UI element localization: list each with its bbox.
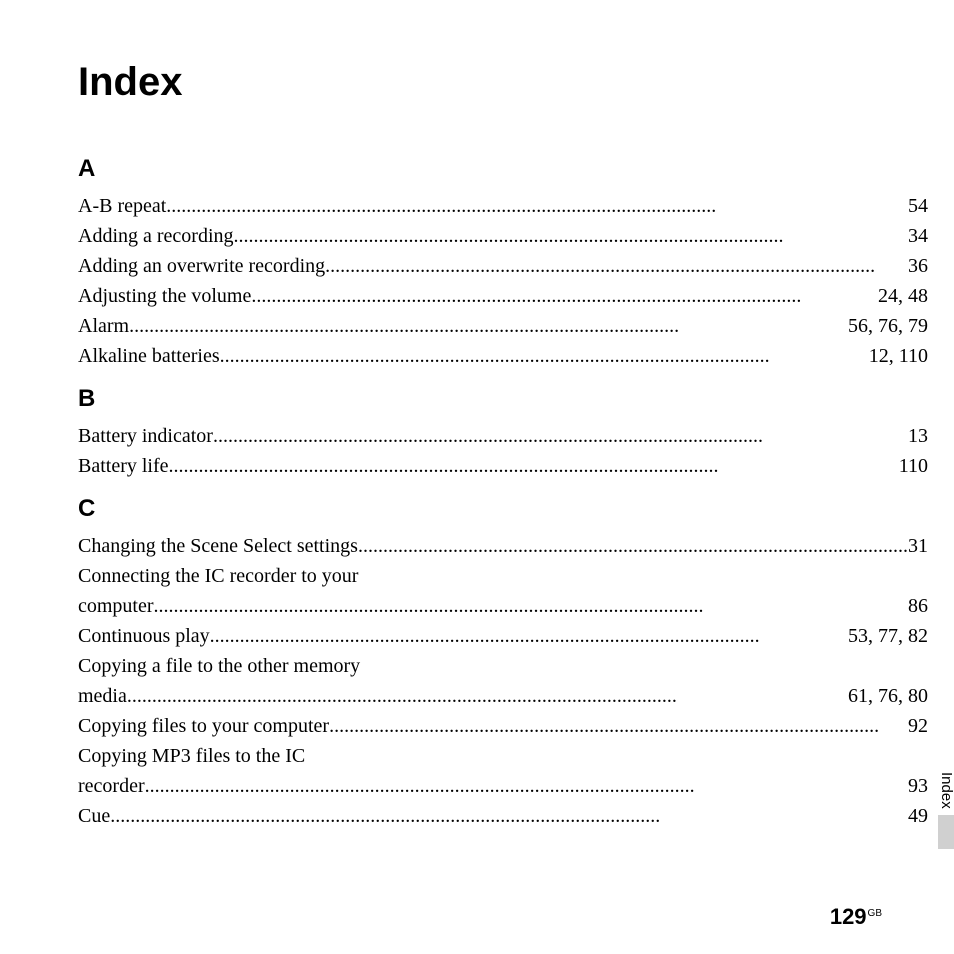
page-number-value: 129 — [830, 904, 867, 929]
index-entry-line: Battery life 110 — [78, 451, 928, 481]
index-entry-leader — [127, 681, 848, 711]
index-entry-line: Changing the Scene Select settings 31 — [78, 531, 928, 561]
index-entry-label: Adjusting the volume — [78, 281, 251, 311]
index-entry-leader — [251, 281, 878, 311]
index-entry-pages: 31 — [908, 531, 928, 561]
index-entry-leader — [129, 311, 848, 341]
index-entry-line: A-B repeat 54 — [78, 191, 928, 221]
side-tab: Index — [938, 772, 954, 849]
index-entry-label: Adding an overwrite recording — [78, 251, 325, 281]
index-entry-label: Battery life — [78, 451, 169, 481]
index-entry-line: Connecting the IC recorder to your — [78, 561, 928, 591]
index-entry-line: Alkaline batteries 12, 110 — [78, 341, 928, 371]
section-letter: B — [78, 385, 928, 413]
index-entry-leader — [234, 221, 908, 251]
section-letter: A — [78, 155, 928, 183]
index-entry-pages: 49 — [908, 801, 928, 831]
index-entry-label: Cue — [78, 801, 110, 831]
index-entry-pages: 24, 48 — [878, 281, 928, 311]
index-entry-label: A-B repeat — [78, 191, 166, 221]
index-entry-label: Copying a file to the other memory — [78, 651, 360, 681]
index-entry-label: Continuous play — [78, 621, 210, 651]
index-entry-leader — [220, 341, 869, 371]
index-entry-label: Copying MP3 files to the IC — [78, 741, 305, 771]
side-tab-block — [938, 815, 954, 849]
index-entry-pages: 13 — [908, 421, 928, 451]
index-column: AA-B repeat54Adding a recording34Adding … — [78, 141, 928, 851]
index-entry-line: Alarm 56, 76, 79 — [78, 311, 928, 341]
index-entry-label: computer — [78, 591, 154, 621]
index-entry-label: Changing the Scene Select settings — [78, 531, 358, 561]
index-entry-pages: 61, 76, 80 — [848, 681, 928, 711]
index-entry-leader — [329, 711, 908, 741]
page-number-suffix: GB — [868, 908, 882, 919]
index-entry-line: Copying a file to the other memory — [78, 651, 928, 681]
index-entry-pages: 53, 77, 82 — [848, 621, 928, 651]
index-entry-line: Continuous play 53, 77, 82 — [78, 621, 928, 651]
index-entry-pages: 36 — [908, 251, 928, 281]
index-entry-leader — [325, 251, 908, 281]
index-entry-label: media — [78, 681, 127, 711]
page-number: 129GB — [830, 904, 882, 930]
index-entry-line: recorder 93 — [78, 771, 928, 801]
index-entry-leader — [358, 531, 908, 561]
index-page: Index AA-B repeat54Adding a recording34A… — [0, 0, 954, 954]
index-entry-leader — [169, 451, 899, 481]
section-letter: C — [78, 495, 928, 523]
index-entry-label: recorder — [78, 771, 145, 801]
index-entry-line: Adjusting the volume 24, 48 — [78, 281, 928, 311]
index-entry-label: Connecting the IC recorder to your — [78, 561, 358, 591]
page-title: Index — [78, 60, 884, 105]
index-entry-pages: 54 — [908, 191, 928, 221]
index-entry-line: Copying MP3 files to the IC — [78, 741, 928, 771]
index-entry-pages: 93 — [908, 771, 928, 801]
index-entry-line: Adding a recording 34 — [78, 221, 928, 251]
index-columns: AA-B repeat54Adding a recording34Adding … — [78, 141, 884, 851]
index-entry-pages: 110 — [899, 451, 928, 481]
index-entry-label: Adding a recording — [78, 221, 234, 251]
index-entry-leader — [145, 771, 908, 801]
index-entry-pages: 34 — [908, 221, 928, 251]
index-entry-label: Copying files to your computer — [78, 711, 329, 741]
index-entry-line: Copying files to your computer 92 — [78, 711, 928, 741]
index-entry-line: media 61, 76, 80 — [78, 681, 928, 711]
index-entry-line: computer 86 — [78, 591, 928, 621]
index-entry-line: Adding an overwrite recording 36 — [78, 251, 928, 281]
index-entry-label: Alkaline batteries — [78, 341, 220, 371]
index-entry-label: Battery indicator — [78, 421, 213, 451]
index-entry-pages: 12, 110 — [869, 341, 928, 371]
index-entry-leader — [110, 801, 908, 831]
index-entry-leader — [166, 191, 908, 221]
index-entry-leader — [154, 591, 908, 621]
index-entry-leader — [210, 621, 848, 651]
index-entry-line: Cue 49 — [78, 801, 928, 831]
index-entry-pages: 56, 76, 79 — [848, 311, 928, 341]
index-entry-leader — [213, 421, 908, 451]
index-entry-pages: 86 — [908, 591, 928, 621]
index-entry-label: Alarm — [78, 311, 129, 341]
side-tab-label: Index — [938, 772, 954, 809]
index-entry-line: Battery indicator 13 — [78, 421, 928, 451]
index-entry-pages: 92 — [908, 711, 928, 741]
